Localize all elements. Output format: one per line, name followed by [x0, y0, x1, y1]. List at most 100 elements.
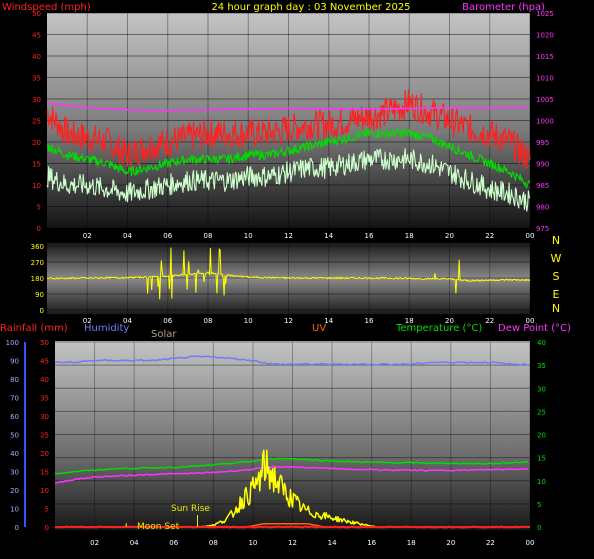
series-line-2	[46, 148, 531, 212]
x-tick-label: 18	[405, 232, 414, 240]
chart-title: 24 hour graph day : 03 November 2025	[211, 2, 410, 13]
x-tick-label: 22	[485, 317, 494, 325]
x-tick-label: 12	[288, 539, 297, 547]
compass-letter: E	[553, 288, 560, 301]
x-tick-label: 06	[163, 317, 172, 325]
rain-tick-label: 15	[40, 469, 49, 477]
x-tick-label: 08	[204, 232, 213, 240]
y2-tick-label: 1025	[536, 10, 554, 18]
wind-panel-grid	[47, 12, 531, 229]
y-tick-label: 90	[35, 291, 44, 299]
x-tick-label: 10	[248, 539, 257, 547]
rain-tick-label: 50	[40, 339, 49, 347]
y-tick-label: 270	[31, 259, 44, 267]
y-tick-label: 0	[40, 307, 44, 315]
x-tick-label: 08	[209, 539, 218, 547]
humidity-tick-label: 100	[6, 339, 19, 347]
x-tick-label: 18	[407, 539, 416, 547]
direction-panel-series	[46, 247, 531, 300]
x-tick-label: 02	[83, 317, 92, 325]
series-line-humidity	[54, 355, 529, 366]
x-tick-label: 06	[169, 539, 178, 547]
x-tick-label: 20	[446, 539, 455, 547]
annotation-moon-set: Moon Set	[137, 522, 180, 532]
x-tick-label: 18	[405, 317, 414, 325]
compass-letter: S	[553, 270, 560, 283]
wind-panel-axes: 0510152025303540455097598098599099510001…	[32, 10, 554, 240]
y2-tick-label: 1020	[536, 32, 554, 40]
temperature-panel-axes: 0102030405060708090100051015202530354045…	[6, 339, 546, 547]
temp-tick-label: 20	[537, 432, 546, 440]
humidity-tick-label: 80	[10, 376, 19, 384]
rain-tick-label: 5	[45, 506, 49, 514]
compass-letter: N	[552, 234, 560, 247]
legend-dew-point: Dew Point (°C)	[498, 323, 571, 334]
rain-tick-label: 25	[40, 432, 49, 440]
rain-tick-label: 10	[40, 487, 49, 495]
legend-rainfall: Rainfall (mm)	[0, 323, 68, 334]
y2-tick-label: 1010	[536, 75, 554, 83]
series-line-0	[46, 89, 531, 169]
windspeed-axis-title: Windspeed (mph)	[2, 2, 91, 13]
x-tick-label: 12	[284, 232, 293, 240]
y-tick-label: 5	[37, 204, 41, 212]
x-tick-label: 08	[204, 317, 213, 325]
y-tick-label: 360	[31, 243, 44, 251]
y-tick-label: 25	[32, 118, 41, 126]
series-line-solar	[199, 449, 377, 528]
x-tick-label: 20	[445, 232, 454, 240]
y2-tick-label: 1005	[536, 96, 554, 104]
rain-tick-label: 40	[40, 376, 49, 384]
y2-tick-label: 980	[536, 204, 549, 212]
x-tick-label: 14	[328, 539, 337, 547]
temperature-panel-series	[54, 355, 530, 529]
legend-temperature: Temperature (°C)	[395, 323, 482, 334]
rain-tick-label: 30	[40, 413, 49, 421]
y-tick-label: 30	[32, 96, 41, 104]
wind-panel-series	[46, 89, 531, 212]
compass-letter: W	[551, 252, 562, 265]
x-tick-label: 12	[284, 317, 293, 325]
temp-tick-label: 25	[537, 408, 546, 416]
x-tick-label: 20	[445, 317, 454, 325]
y2-tick-label: 985	[536, 182, 549, 190]
y-tick-label: 0	[37, 225, 41, 233]
x-tick-label: 06	[163, 232, 172, 240]
x-tick-label: 22	[485, 232, 494, 240]
x-tick-label: 02	[90, 539, 99, 547]
x-tick-label: 14	[324, 232, 333, 240]
y-tick-label: 35	[32, 75, 41, 83]
x-tick-label: 04	[123, 232, 132, 240]
humidity-tick-label: 50	[10, 432, 19, 440]
annotation-sun-rise: Sun Rise	[171, 504, 210, 514]
temp-tick-label: 15	[537, 455, 546, 463]
rain-tick-label: 45	[40, 358, 49, 366]
x-tick-label: 10	[244, 317, 253, 325]
barometer-axis-title: Barometer (hpa)	[462, 2, 545, 13]
x-tick-label: 16	[365, 317, 374, 325]
legend-uv: UV	[312, 323, 326, 334]
x-tick-label: 04	[130, 539, 139, 547]
y2-tick-label: 975	[536, 225, 549, 233]
rain-tick-label: 0	[45, 524, 49, 532]
humidity-tick-label: 30	[10, 469, 19, 477]
y-tick-label: 45	[32, 32, 41, 40]
y-tick-label: 15	[32, 161, 41, 169]
y-tick-label: 180	[31, 275, 44, 283]
x-tick-label: 16	[365, 232, 374, 240]
temp-tick-label: 35	[537, 362, 546, 370]
temp-tick-label: 10	[537, 478, 546, 486]
y2-tick-label: 1000	[536, 118, 554, 126]
legend-solar: Solar	[151, 329, 177, 340]
y-tick-label: 10	[32, 182, 41, 190]
x-tick-label: 22	[486, 539, 495, 547]
rain-tick-label: 35	[40, 395, 49, 403]
x-tick-label: 10	[244, 232, 253, 240]
temp-tick-label: 5	[537, 501, 541, 509]
y2-tick-label: 990	[536, 161, 549, 169]
y-tick-label: 50	[32, 10, 41, 18]
x-tick-label: 00	[526, 232, 535, 240]
temp-tick-label: 30	[537, 385, 546, 393]
